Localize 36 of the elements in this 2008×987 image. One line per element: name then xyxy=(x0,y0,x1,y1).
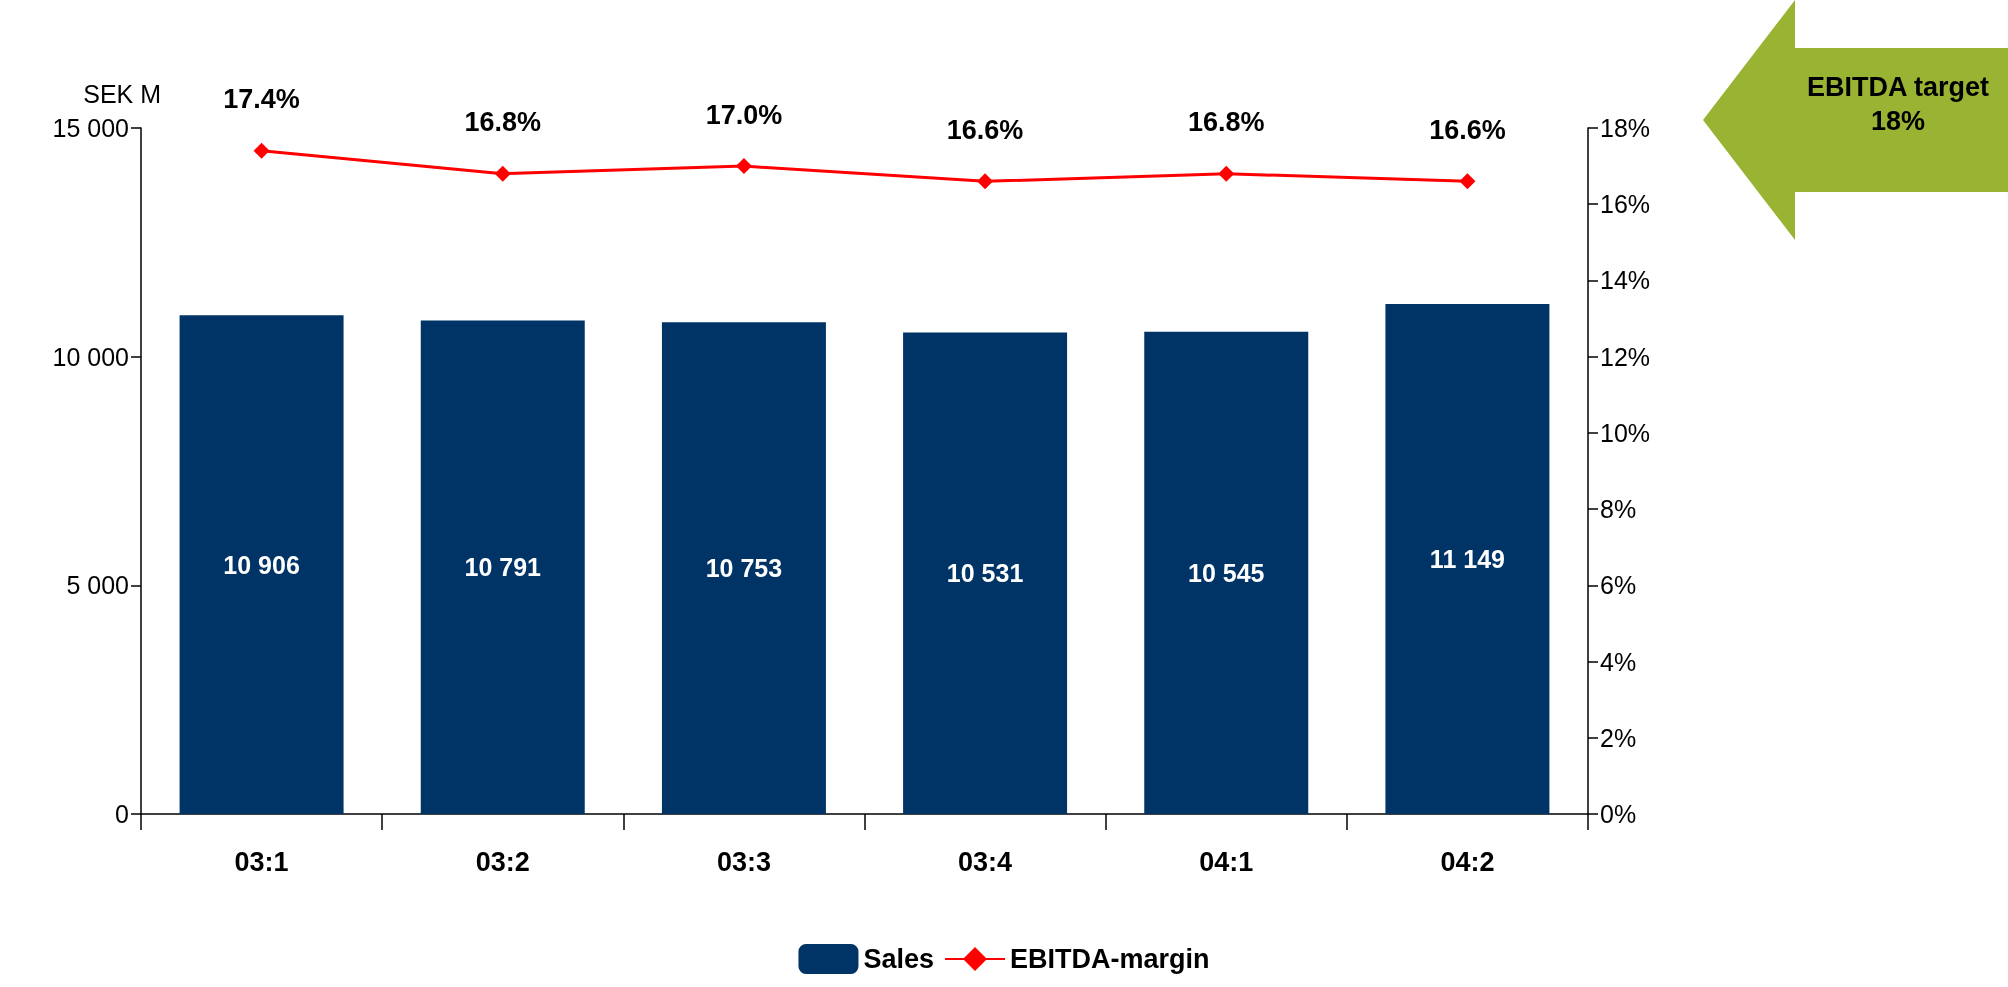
data-label: 10 753 xyxy=(705,554,783,583)
y-tick-label: 0 xyxy=(115,800,129,828)
x-tick-label: 04:2 xyxy=(1440,846,1495,877)
legend-label: EBITDA-margin xyxy=(1010,944,1210,974)
y2-tick-label: 2% xyxy=(1600,723,1637,752)
x-tick-label: 03:2 xyxy=(475,846,530,877)
data-label: 16.6% xyxy=(1429,114,1506,145)
y2-tick-label: 4% xyxy=(1600,647,1637,676)
data-label: 10 906 xyxy=(223,550,300,579)
data-label: 10 531 xyxy=(946,559,1024,588)
y-axis-title: SEK M xyxy=(83,79,161,108)
x-tick-label: 03:3 xyxy=(716,846,771,877)
y2-tick-label: 12% xyxy=(1600,342,1651,371)
y2-tick-label: 18% xyxy=(1600,114,1651,142)
data-label: 17.4% xyxy=(223,84,300,115)
data-label: 11 149 xyxy=(1429,545,1505,574)
data-label: 10 545 xyxy=(1188,558,1265,587)
y-tick-label: 15 000 xyxy=(52,114,129,142)
y2-tick-label: 8% xyxy=(1600,495,1637,524)
y2-tick-label: 16% xyxy=(1600,190,1651,219)
x-tick-label: 03:1 xyxy=(234,846,289,877)
y-tick-label: 10 000 xyxy=(52,342,129,371)
x-tick-label: 04:1 xyxy=(1199,846,1254,877)
data-label: 17.0% xyxy=(705,99,783,130)
legend-label: Sales xyxy=(863,944,935,974)
data-label: 16.8% xyxy=(464,107,542,138)
x-tick-label: 03:4 xyxy=(958,846,1013,877)
y2-tick-label: 6% xyxy=(1600,571,1637,600)
y2-tick-label: 14% xyxy=(1600,266,1651,295)
y2-tick-label: 0% xyxy=(1600,800,1637,828)
text: EBITDA target 18% xyxy=(1806,71,1990,138)
data-label: 16.8% xyxy=(1187,107,1265,138)
data-label: 10 791 xyxy=(464,553,542,582)
y-tick-label: 5 000 xyxy=(66,571,129,600)
data-label: 16.6% xyxy=(946,114,1024,145)
y2-tick-label: 10% xyxy=(1600,418,1651,447)
